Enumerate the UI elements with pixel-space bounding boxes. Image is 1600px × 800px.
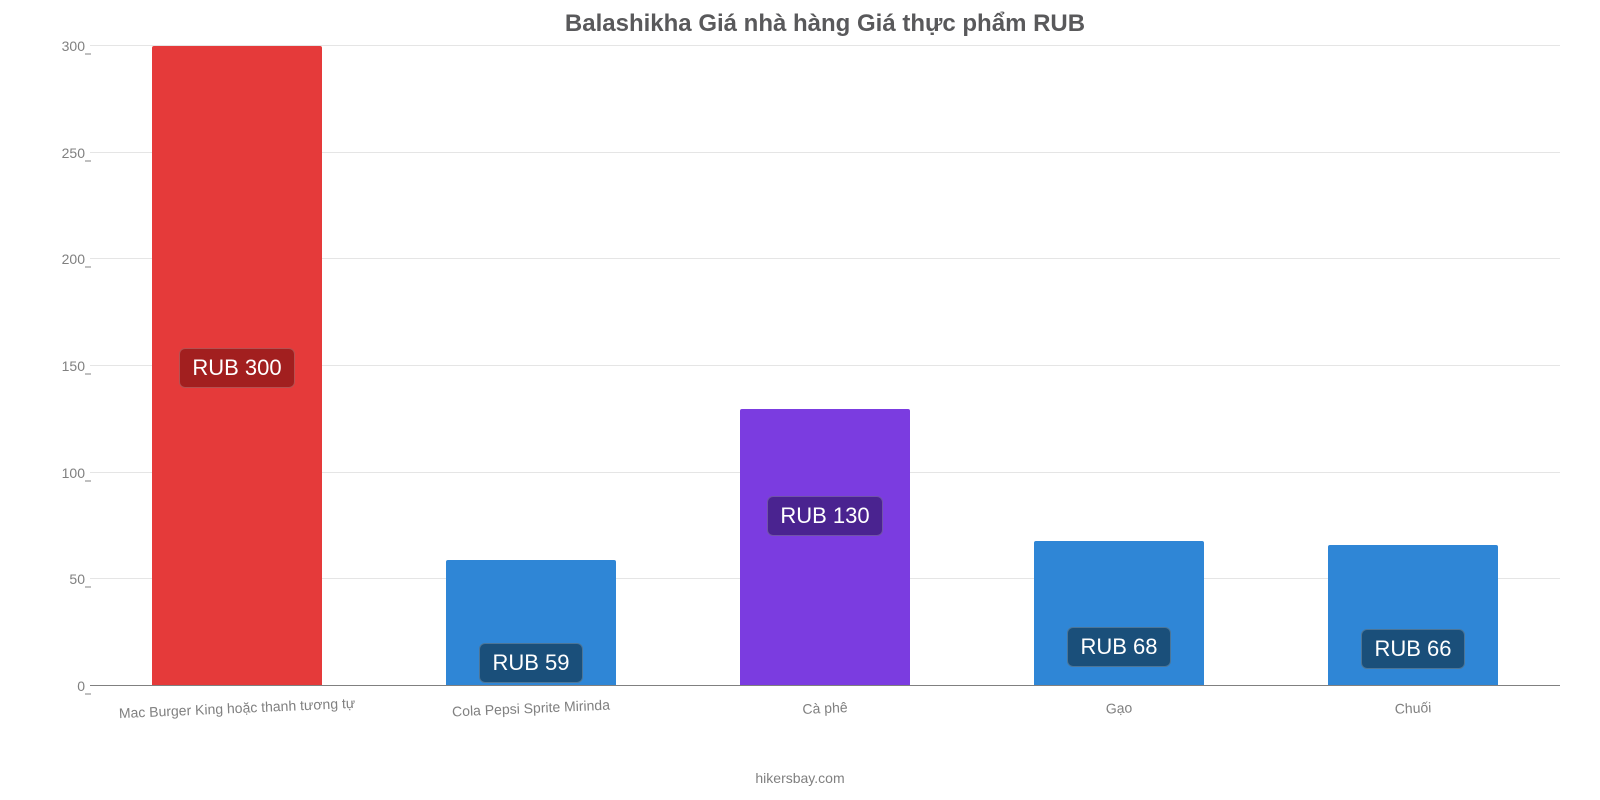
y-tick-mark [85,694,91,695]
x-axis-label: Gạo [972,694,1266,723]
bar: RUB 130 [740,409,911,686]
x-axis-label: Chuối [1266,694,1560,723]
x-axis-label: Mac Burger King hoặc thanh tương tự [90,694,384,723]
chart-title: Balashikha Giá nhà hàng Giá thực phẩm RU… [90,10,1560,38]
value-badge: RUB 66 [1361,629,1464,669]
chart-container: Balashikha Giá nhà hàng Giá thực phẩm RU… [0,0,1600,800]
bar-slot: RUB 59 [384,46,678,686]
bars-area: RUB 300 RUB 59 RUB 130 RUB 68 RUB 66 [90,46,1560,686]
x-axis-baseline [90,685,1560,686]
y-tick-label: 0 [40,678,85,694]
bar: RUB 66 [1328,545,1499,686]
bar-slot: RUB 66 [1266,46,1560,686]
y-axis: 050100150200250300 [40,46,85,686]
y-tick-label: 250 [40,145,85,161]
bar: RUB 68 [1034,541,1205,686]
y-tick-label: 150 [40,358,85,374]
y-tick-label: 50 [40,571,85,587]
bar-slot: RUB 130 [678,46,972,686]
bar-slot: RUB 300 [90,46,384,686]
bar: RUB 59 [446,560,617,686]
bar: RUB 300 [152,46,323,686]
bar-slot: RUB 68 [972,46,1266,686]
value-badge: RUB 59 [479,643,582,683]
y-tick-label: 300 [40,38,85,54]
value-badge: RUB 300 [179,348,294,388]
value-badge: RUB 130 [767,496,882,536]
y-tick-label: 100 [40,465,85,481]
x-axis-label: Cola Pepsi Sprite Mirinda [384,694,678,723]
x-axis-label: Cà phê [678,694,972,723]
y-tick-label: 200 [40,251,85,267]
value-badge: RUB 68 [1067,627,1170,667]
x-axis-labels: Mac Burger King hoặc thanh tương tựCola … [90,700,1560,716]
plot-area: 050100150200250300 RUB 300RUB 59RUB 130R… [90,46,1560,686]
attribution-text: hikersbay.com [0,770,1600,786]
